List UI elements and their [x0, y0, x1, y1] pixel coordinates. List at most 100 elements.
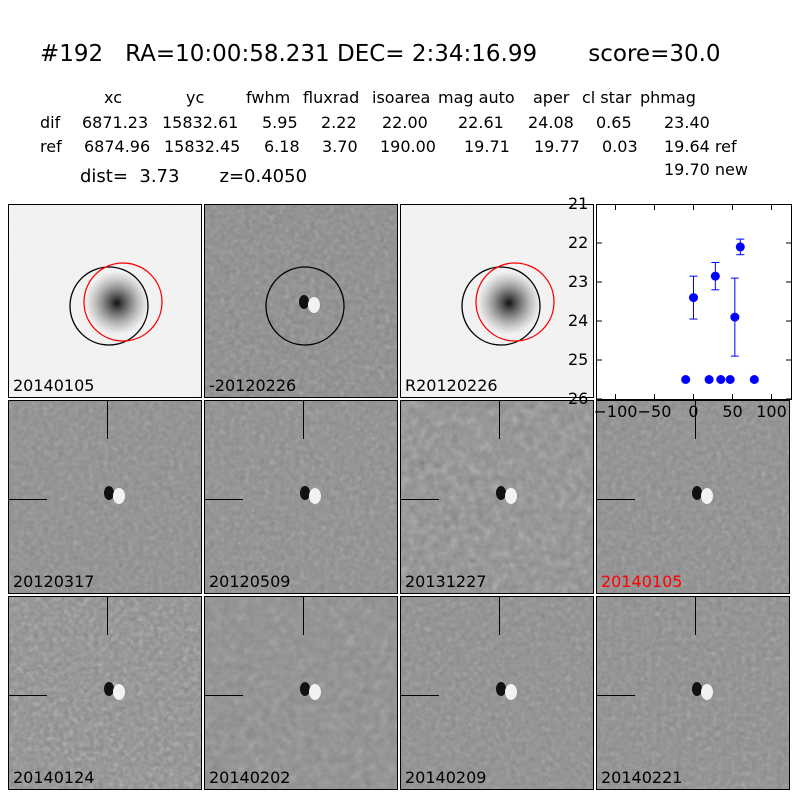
column-header: fwhm — [246, 88, 291, 107]
position-marker-vertical — [303, 401, 304, 439]
aperture-circles — [265, 266, 345, 346]
x-tick-label: −50 — [637, 402, 672, 421]
data-point — [749, 375, 759, 384]
position-marker-horizontal — [205, 695, 243, 696]
column-header: phmag — [640, 88, 696, 107]
table-cell: 24.08 — [528, 113, 574, 132]
candidate-title: #192 RA=10:00:58.231 DEC= 2:34:16.99 sco… — [40, 41, 721, 67]
stamp-image — [205, 597, 397, 789]
position-marker-horizontal — [205, 499, 243, 500]
image-stamp: 20140105 — [8, 204, 202, 398]
column-header: xc — [104, 88, 122, 107]
table-cell: 190.00 — [380, 137, 436, 156]
table-cell: 15832.45 — [164, 137, 241, 156]
table-cell: 6874.96 — [84, 137, 151, 156]
data-point — [730, 312, 740, 322]
data-point — [725, 375, 735, 384]
image-stamp: 20140202 — [204, 596, 398, 790]
stamp-image — [205, 401, 397, 593]
table-cell: 5.95 — [262, 113, 298, 132]
stamp-date-label: 20140209 — [405, 768, 487, 787]
y-tick-label: 23 — [568, 272, 589, 291]
image-stamp: 20131227 — [400, 400, 594, 594]
position-marker-horizontal — [9, 499, 47, 500]
table-cell: 6871.23 — [82, 113, 149, 132]
stamp-image — [597, 401, 789, 593]
table-cell: 22.00 — [382, 113, 428, 132]
stamp-image — [401, 401, 593, 593]
position-marker-horizontal — [597, 695, 635, 696]
y-tick-label: 26 — [568, 389, 589, 408]
stamp-image — [205, 205, 397, 397]
table-cell: 0.03 — [602, 137, 638, 156]
stamp-date-label: 20131227 — [405, 572, 487, 591]
data-point — [689, 293, 698, 303]
stamp-date-label: 20140105 — [601, 572, 683, 591]
table-cell: 19.71 — [464, 137, 510, 156]
stamp-image — [9, 597, 201, 789]
table-cell: 19.77 — [534, 137, 580, 156]
column-header: fluxrad — [303, 88, 360, 107]
light-curve-chart — [596, 204, 792, 400]
position-marker-vertical — [499, 401, 500, 439]
table-cell: 23.40 — [664, 113, 710, 132]
position-marker-horizontal — [9, 695, 47, 696]
image-stamp: 20140221 — [596, 596, 790, 790]
stamp-date-label: -20120226 — [209, 376, 297, 395]
image-stamp: 20140105 — [596, 400, 790, 594]
stamp-date-label: 20120317 — [13, 572, 95, 591]
data-point — [704, 375, 714, 384]
position-marker-vertical — [107, 401, 108, 439]
position-marker-horizontal — [401, 499, 439, 500]
row-label: dif — [40, 113, 61, 132]
table-cell: 0.65 — [596, 113, 632, 132]
stamp-image — [9, 205, 201, 397]
table-cell: 6.18 — [264, 137, 300, 156]
position-marker-vertical — [107, 597, 108, 635]
stamp-image — [9, 401, 201, 593]
row-label: ref — [40, 137, 62, 156]
data-point — [716, 375, 726, 384]
x-tick-label: 100 — [756, 402, 787, 421]
table-cell: 15832.61 — [162, 113, 239, 132]
y-tick-label: 22 — [568, 233, 589, 252]
aperture-circles — [69, 262, 163, 346]
image-stamp: 20140124 — [8, 596, 202, 790]
x-tick-label: −100 — [593, 402, 638, 421]
stamp-date-label: 20140124 — [13, 768, 95, 787]
stamp-date-label: 20140221 — [601, 768, 683, 787]
stamp-date-label: 20140202 — [209, 768, 291, 787]
distance-redshift-line: dist= 3.73 z=0.4050 — [80, 166, 308, 187]
x-tick-label: 0 — [688, 402, 699, 421]
image-stamp: R20120226 — [400, 204, 594, 398]
position-marker-vertical — [695, 597, 696, 635]
position-marker-vertical — [303, 597, 304, 635]
table-cell: 2.22 — [321, 113, 357, 132]
position-marker-horizontal — [597, 499, 635, 500]
data-point — [735, 242, 745, 252]
position-marker-horizontal — [401, 695, 439, 696]
aperture-circles — [461, 262, 555, 346]
table-cell: 3.70 — [322, 137, 358, 156]
position-marker-vertical — [695, 401, 696, 439]
column-header: aper — [533, 88, 570, 107]
column-header: mag auto — [438, 88, 515, 107]
table-cell: 19.64 ref — [664, 137, 737, 156]
stamp-date-label: 20140105 — [13, 376, 95, 395]
x-tick-label: 50 — [722, 402, 743, 421]
column-header: yc — [186, 88, 205, 107]
data-point — [681, 375, 691, 384]
new-magnitude: 19.70 new — [664, 160, 748, 179]
stamp-image — [401, 205, 593, 397]
position-marker-vertical — [499, 597, 500, 635]
stamp-date-label: R20120226 — [405, 376, 498, 395]
image-stamp: -20120226 — [204, 204, 398, 398]
y-tick-label: 25 — [568, 350, 589, 369]
stamp-image — [401, 597, 593, 789]
image-stamp: 20140209 — [400, 596, 594, 790]
column-header: cl star — [582, 88, 632, 107]
image-stamp: 20120317 — [8, 400, 202, 594]
image-stamp: 20120509 — [204, 400, 398, 594]
stamp-image — [597, 597, 789, 789]
table-cell: 22.61 — [458, 113, 504, 132]
